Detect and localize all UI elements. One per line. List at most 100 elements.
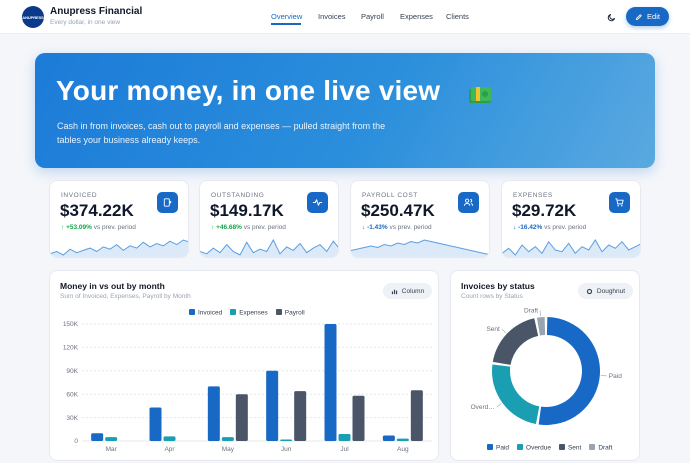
bar-invoiced-apr[interactable]: [149, 407, 162, 441]
panel-subtitle: Sum of Invoiced, Expenses, Payroll by Mo…: [60, 293, 191, 300]
arrow-down-icon: ↓: [513, 224, 517, 231]
legend-item-paid[interactable]: Paid: [487, 444, 509, 452]
brand-logo[interactable]: ANUPRESS: [22, 6, 44, 28]
bar-invoiced-may[interactable]: [207, 386, 220, 441]
legend-label: Expenses: [239, 309, 268, 317]
legend-item-payroll[interactable]: Payroll: [275, 309, 305, 317]
moon-icon: [607, 13, 615, 21]
status-doughnut-chart: Paid Overd… Sent Draft: [471, 307, 622, 425]
sparkline-line: [200, 238, 338, 256]
brand: Anupress Financial Every dollar, in one …: [50, 6, 142, 27]
legend-item-sent[interactable]: Sent: [558, 444, 582, 452]
kpi-card-outstanding[interactable]: OUTSTANDING $149.17K ↑ +46.68% vs prev. …: [199, 180, 339, 258]
panel-subtitle: Count rows by Status: [461, 293, 523, 300]
legend-item-expenses[interactable]: Expenses: [230, 309, 268, 317]
bar-payroll-may[interactable]: [235, 394, 248, 441]
x-tick-label: Aug: [397, 446, 409, 453]
arrow-down-icon: ↓: [362, 224, 366, 231]
kpi-delta-value: -1.43%: [367, 224, 388, 231]
kpi-delta: ↑ +53.09% vs prev. period: [61, 224, 136, 231]
bar-expenses-may[interactable]: [221, 437, 234, 441]
kpi-delta-suffix: vs prev. period: [389, 224, 432, 231]
panel-title: Invoices by status: [461, 281, 535, 291]
slice-label: Sent: [486, 326, 500, 333]
theme-toggle-button[interactable]: [603, 9, 619, 25]
doughnut-icon: [586, 288, 593, 294]
pencil-icon: [635, 13, 642, 20]
x-tick-label: Mar: [106, 446, 118, 453]
logo-text: ANUPRESS: [22, 14, 44, 20]
nav-payroll[interactable]: Payroll: [361, 12, 384, 21]
legend-item-overdue[interactable]: Overdue: [517, 444, 551, 452]
chart-type-label: Column: [401, 287, 425, 295]
slice-draft[interactable]: [536, 317, 546, 336]
bar-invoiced-mar[interactable]: [91, 433, 104, 441]
nav-clients[interactable]: Clients: [446, 12, 469, 21]
panel-title: Money in vs out by month: [60, 281, 165, 291]
chart-type-column-button[interactable]: Column: [383, 283, 432, 299]
kpi-sparkline: [50, 239, 188, 257]
chart-type-label: Doughnut: [596, 287, 626, 295]
kpi-sparkline: [502, 239, 640, 257]
legend-item-draft[interactable]: Draft: [589, 444, 612, 452]
kpi-value: $250.47K: [361, 201, 435, 220]
brand-tagline: Every dollar, in one view: [50, 19, 121, 26]
legend-swatch: [230, 309, 237, 315]
kpi-delta-suffix: vs prev. period: [544, 224, 587, 231]
bar-payroll-jun[interactable]: [294, 391, 307, 441]
kpi-label: PAYROLL COST: [362, 192, 418, 199]
pulse-icon: [307, 192, 328, 213]
status-chart-panel: Invoices by status Count rows by Status …: [450, 270, 640, 461]
cart-icon: [609, 192, 630, 213]
money-bills-icon: [469, 87, 491, 103]
money-chart-legend: Invoiced Expenses Payroll: [189, 309, 305, 317]
bar-expenses-aug[interactable]: [396, 438, 409, 441]
kpi-label: OUTSTANDING: [211, 192, 265, 199]
sparkline-area: [200, 240, 338, 257]
bar-invoiced-jun[interactable]: [266, 370, 279, 441]
kpi-delta-suffix: vs prev. period: [243, 224, 286, 231]
legend-label: Sent: [567, 444, 582, 452]
kpi-delta-suffix: vs prev. period: [93, 224, 136, 231]
bar-payroll-aug[interactable]: [410, 390, 423, 441]
nav-active-indicator: [271, 23, 301, 25]
bar-expenses-mar[interactable]: [105, 437, 118, 441]
slice-label-leader: [501, 328, 507, 334]
slice-sent[interactable]: [492, 318, 539, 365]
x-tick-label: Jun: [281, 446, 292, 453]
kpi-card-invoiced[interactable]: INVOICED $374.22K ↑ +53.09% vs prev. per…: [49, 180, 189, 258]
kpi-label: INVOICED: [61, 192, 98, 199]
nav-overview[interactable]: Overview: [271, 12, 303, 21]
y-tick-label: 0: [74, 438, 78, 445]
kpi-card-payroll-cost[interactable]: PAYROLL COST $250.47K ↓ -1.43% vs prev. …: [350, 180, 490, 258]
legend-item-invoiced[interactable]: Invoiced: [189, 309, 222, 317]
sparkline-line: [351, 239, 489, 256]
bar-expenses-jul[interactable]: [338, 433, 351, 441]
edit-button[interactable]: Edit: [626, 7, 669, 26]
kpi-card-expenses[interactable]: EXPENSES $29.72K ↓ -16.42% vs prev. peri…: [501, 180, 641, 258]
legend-label: Invoiced: [198, 309, 223, 317]
bar-chart-icon: [391, 289, 397, 294]
bar-invoiced-jul[interactable]: [324, 324, 337, 441]
y-tick-label: 30K: [66, 415, 78, 422]
money-chart-panel: Money in vs out by month Sum of Invoiced…: [49, 270, 439, 461]
kpi-delta: ↓ -16.42% vs prev. period: [513, 224, 586, 231]
kpi-label: EXPENSES: [513, 192, 553, 199]
legend-swatch: [517, 444, 524, 450]
hero-subtitle: Cash in from invoices, cash out to payro…: [57, 121, 386, 145]
brand-name: Anupress Financial: [50, 6, 143, 17]
money-bar-chart: 0 30K 60K 90K 120K 150K Mar Apr May Jun Jul Aug: [63, 321, 432, 453]
kpi-value: $29.72K: [512, 201, 577, 220]
bar-expenses-apr[interactable]: [163, 436, 176, 441]
bar-payroll-jul[interactable]: [352, 395, 365, 441]
nav-invoices[interactable]: Invoices: [318, 12, 346, 21]
slice-overdue[interactable]: [492, 364, 540, 425]
chart-type-doughnut-button[interactable]: Doughnut: [578, 283, 633, 299]
bar-invoiced-aug[interactable]: [382, 435, 395, 441]
nav-expenses[interactable]: Expenses: [400, 12, 433, 21]
legend-swatch: [558, 444, 565, 450]
slice-paid[interactable]: [538, 317, 600, 425]
kpi-delta-value: -16.42%: [518, 224, 543, 231]
legend-label: Payroll: [284, 309, 305, 317]
bar-expenses-jun[interactable]: [280, 439, 293, 441]
